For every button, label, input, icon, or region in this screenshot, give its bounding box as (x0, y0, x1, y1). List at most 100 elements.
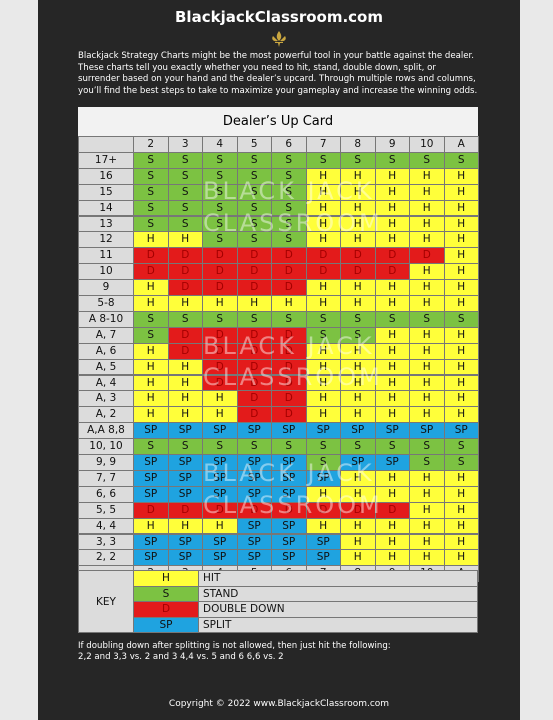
strategy-cell: S (202, 167, 238, 185)
strategy-cell: S (271, 183, 307, 201)
strategy-cell: D (167, 326, 203, 344)
column-header: A (443, 136, 479, 153)
strategy-cell: SP (167, 469, 203, 487)
strategy-cell: H (409, 279, 445, 296)
strategy-cell: D (202, 501, 238, 519)
strategy-cell: S (202, 310, 238, 328)
strategy-cell: SP (271, 422, 307, 440)
strategy-cell: H (167, 390, 203, 408)
strategy-cell: S (271, 199, 307, 217)
strategy-cell: SP (236, 517, 272, 535)
strategy-cell: SP (202, 533, 238, 551)
strategy-cell: S (167, 151, 203, 169)
row-label: 10 (78, 263, 134, 281)
strategy-cell: H (133, 231, 169, 249)
strategy-cell: H (167, 231, 203, 249)
strategy-cell: D (271, 406, 307, 424)
strategy-cell: S (271, 310, 307, 328)
strategy-cell: SP (133, 549, 169, 567)
row-label: 5, 5 (78, 501, 134, 519)
strategy-cell: D (305, 247, 341, 265)
strategy-cell: S (409, 454, 445, 471)
strategy-cell: H (133, 279, 169, 296)
key-text: SPLIT (198, 616, 478, 634)
strategy-cell: H (374, 215, 410, 233)
strategy-cell: H (167, 295, 203, 312)
strategy-cell: SP (133, 422, 169, 440)
strategy-cell: SP (443, 422, 479, 440)
strategy-cell: H (374, 549, 410, 567)
strategy-cell: H (305, 231, 341, 249)
row-label: 5-8 (78, 295, 134, 312)
strategy-cell: SP (236, 549, 272, 567)
strategy-cell: SP (340, 454, 376, 471)
strategy-cell: SP (340, 422, 376, 440)
row-label: 7, 7 (78, 469, 134, 487)
strategy-cell: H (443, 199, 479, 217)
table-title: Dealer’s Up Card (78, 107, 478, 136)
strategy-cell: S (236, 231, 272, 249)
strategy-cell: H (305, 517, 341, 535)
strategy-cell: SP (167, 485, 203, 503)
key-table: KEY H HIT S STAND D DOUBLE DOWN SP SPLIT (78, 570, 478, 634)
strategy-cell: S (167, 183, 203, 201)
strategy-cell: S (374, 310, 410, 328)
strategy-cell: H (443, 263, 479, 281)
column-header: 5 (236, 136, 272, 153)
strategy-cell: H (305, 358, 341, 376)
strategy-cell: S (443, 454, 479, 471)
strategy-cell: H (374, 406, 410, 424)
strategy-cell: D (133, 501, 169, 519)
row-label: A, 5 (78, 358, 134, 376)
strategy-cell: S (340, 438, 376, 455)
strategy-cell: S (340, 151, 376, 169)
strategy-cell: D (236, 390, 272, 408)
column-header: 7 (305, 136, 341, 153)
strategy-cell: H (236, 295, 272, 312)
strategy-cell: SP (202, 454, 238, 471)
strategy-cell: SP (305, 549, 341, 567)
strategy-cell: H (167, 374, 203, 392)
strategy-cell: H (374, 167, 410, 185)
column-header: 6 (271, 136, 307, 153)
strategy-cell: H (374, 295, 410, 312)
strategy-cell: H (409, 167, 445, 185)
strategy-cell: S (202, 438, 238, 455)
strategy-cell: SP (271, 517, 307, 535)
strategy-cell: S (443, 151, 479, 169)
key-text: DOUBLE DOWN (198, 601, 478, 618)
strategy-cell: SP (202, 469, 238, 487)
strategy-cell: SP (374, 454, 410, 471)
strategy-cell: D (167, 342, 203, 360)
strategy-cell: SP (202, 422, 238, 440)
strategy-cell: S (443, 310, 479, 328)
strategy-cell: H (202, 406, 238, 424)
strategy-cell: H (443, 183, 479, 201)
copyright: Copyright © 2022 www.BlackjackClassroom.… (168, 699, 390, 709)
strategy-cell: H (409, 406, 445, 424)
strategy-cell: H (133, 295, 169, 312)
strategy-cell: D (236, 358, 272, 376)
strategy-cell: S (133, 199, 169, 217)
strategy-cell: SP (305, 469, 341, 487)
strategy-cell: D (271, 501, 307, 519)
strategy-cell: SP (133, 469, 169, 487)
strategy-cell: H (443, 326, 479, 344)
row-label: 10, 10 (78, 438, 134, 455)
strategy-cell: S (133, 438, 169, 455)
panel: BlackjackClassroom.com Blackjack Strateg… (38, 0, 520, 720)
strategy-cell: SP (133, 454, 169, 471)
strategy-cell: H (374, 231, 410, 249)
strategy-cell: H (340, 358, 376, 376)
strategy-cell: H (374, 279, 410, 296)
strategy-cell: S (271, 151, 307, 169)
row-label: 9 (78, 279, 134, 296)
note-line: If doubling down after splitting is not … (78, 641, 391, 651)
strategy-cell: S (340, 326, 376, 344)
strategy-cell: S (340, 310, 376, 328)
strategy-cell: H (409, 374, 445, 392)
row-label: 13 (78, 215, 134, 233)
strategy-cell: H (271, 295, 307, 312)
strategy-cell: D (202, 342, 238, 360)
strategy-cell: H (409, 263, 445, 281)
